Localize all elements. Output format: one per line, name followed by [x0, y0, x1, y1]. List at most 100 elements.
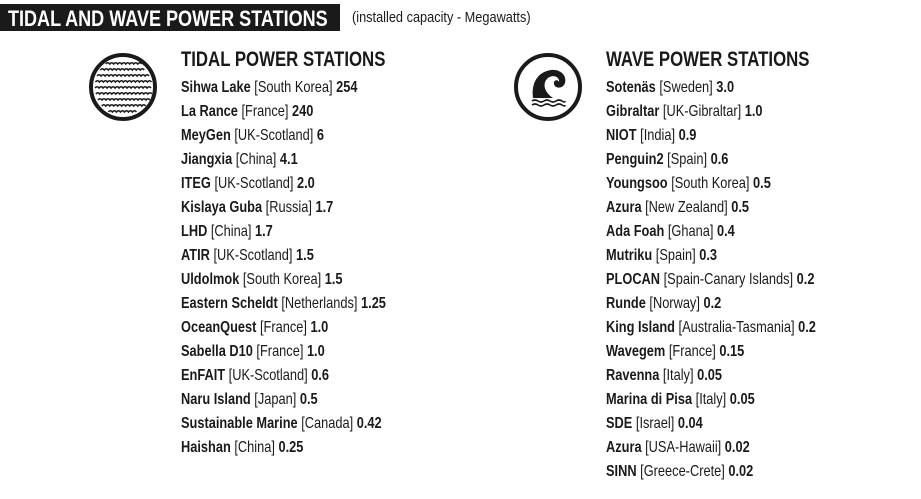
page-title: TIDAL AND WAVE POWER STATIONS — [8, 6, 328, 31]
station-country: [China] — [234, 439, 275, 456]
station-name: MeyGen — [181, 127, 231, 144]
station-capacity: 0.42 — [356, 415, 382, 432]
station-item: Runde [Norway] 0.2 — [606, 295, 721, 313]
station-capacity: 0.3 — [699, 247, 717, 264]
station-item: Ada Foah [Ghana] 0.4 — [606, 223, 735, 241]
station-item: Gibraltar [UK-Gibraltar] 1.0 — [606, 103, 763, 121]
station-capacity: 1.0 — [306, 343, 325, 360]
station-name: Ada Foah — [606, 223, 665, 240]
station-country: [Netherlands] — [281, 295, 358, 312]
station-item: Eastern Scheldt [Netherlands] 1.25 — [181, 295, 386, 313]
header-banner: TIDAL AND WAVE POWER STATIONS — [0, 4, 340, 31]
station-capacity: 240 — [291, 103, 314, 120]
station-name: PLOCAN — [606, 271, 661, 288]
station-name: Jiangxia — [181, 151, 233, 168]
station-capacity: 4.1 — [279, 151, 298, 168]
station-country: [France] — [668, 343, 716, 360]
station-item: Naru Island [Japan] 0.5 — [181, 391, 318, 409]
station-capacity: 3.0 — [716, 79, 735, 96]
station-item: Kislaya Guba [Russia] 1.7 — [181, 199, 333, 217]
station-item: PLOCAN [Spain-Canary Islands] 0.2 — [606, 271, 814, 289]
station-capacity: 0.02 — [728, 463, 754, 480]
station-country: [Sweden] — [659, 79, 713, 96]
station-item: Sustainable Marine [Canada] 0.42 — [181, 415, 382, 433]
station-item: OceanQuest [France] 1.0 — [181, 319, 328, 337]
station-item: LHD [China] 1.7 — [181, 223, 273, 241]
station-item: Penguin2 [Spain] 0.6 — [606, 151, 728, 169]
station-capacity: 254 — [336, 79, 358, 96]
station-name: Gibraltar — [606, 103, 660, 120]
station-country: [Israel] — [635, 415, 675, 432]
station-country: [Australia-Tasmania] — [678, 319, 795, 336]
station-capacity: 0.5 — [731, 199, 750, 216]
station-name: LHD — [181, 223, 208, 240]
station-country: [Spain] — [667, 151, 708, 168]
station-name: ITEG — [181, 175, 211, 192]
station-item: Ravenna [Italy] 0.05 — [606, 367, 722, 385]
station-country: [Ghana] — [667, 223, 714, 240]
station-item: Wavegem [France] 0.15 — [606, 343, 744, 361]
station-country: [France] — [256, 343, 304, 360]
station-item: Uldolmok [South Korea] 1.5 — [181, 271, 343, 289]
station-country: [South Korea] — [254, 79, 333, 96]
station-item: MeyGen [UK-Scotland] 6 — [181, 127, 324, 145]
station-capacity: 0.15 — [719, 343, 745, 360]
station-name: Sihwa Lake — [181, 79, 251, 96]
station-name: Uldolmok — [181, 271, 240, 288]
station-item: Marina di Pisa [Italy] 0.05 — [606, 391, 755, 409]
station-name: King Island — [606, 319, 675, 336]
station-name: OceanQuest — [181, 319, 257, 336]
station-name: Eastern Scheldt — [181, 295, 278, 312]
station-capacity: 0.6 — [311, 367, 329, 384]
station-country: [Canada] — [301, 415, 354, 432]
station-item: Azura [New Zealand] 0.5 — [606, 199, 749, 217]
station-item: ITEG [UK-Scotland] 2.0 — [181, 175, 315, 193]
station-capacity: 0.2 — [798, 319, 816, 336]
station-item: Jiangxia [China] 4.1 — [181, 151, 298, 169]
station-country: [UK-Scotland] — [213, 247, 293, 264]
station-name: Kislaya Guba — [181, 199, 263, 216]
station-country: [New Zealand] — [645, 199, 728, 216]
station-country: [South Korea] — [242, 271, 322, 288]
station-capacity: 6 — [316, 127, 325, 144]
station-name: ATIR — [181, 247, 210, 264]
station-capacity: 0.05 — [729, 391, 755, 408]
station-country: [Japan] — [254, 391, 297, 408]
station-item: SINN [Greece-Crete] 0.02 — [606, 463, 753, 481]
station-name: SINN — [606, 463, 637, 480]
station-country: [Russia] — [265, 199, 312, 216]
station-country: [China] — [235, 151, 277, 168]
station-name: Naru Island — [181, 391, 251, 408]
station-country: [France] — [259, 319, 307, 336]
station-capacity: 1.0 — [310, 319, 329, 336]
station-country: [Italy] — [662, 367, 694, 384]
station-name: La Rance — [181, 103, 238, 120]
station-item: Youngsoo [South Korea] 0.5 — [606, 175, 771, 193]
station-name: Ravenna — [606, 367, 660, 384]
station-name: Penguin2 — [606, 151, 664, 168]
station-country: [UK-Scotland] — [214, 175, 294, 192]
station-capacity: 0.4 — [716, 223, 735, 240]
station-capacity: 2.0 — [296, 175, 315, 192]
station-name: Azura — [606, 199, 642, 216]
station-item: Mutriku [Spain] 0.3 — [606, 247, 717, 265]
station-capacity: 1.7 — [255, 223, 273, 240]
station-capacity: 0.5 — [299, 391, 318, 408]
station-name: Azura — [606, 439, 642, 456]
station-capacity: 1.0 — [744, 103, 763, 120]
tidal-waves-icon — [89, 53, 157, 121]
station-name: Mutriku — [606, 247, 653, 264]
station-country: [Italy] — [695, 391, 727, 408]
station-capacity: 0.2 — [703, 295, 722, 312]
station-item: Haishan [China] 0.25 — [181, 439, 303, 457]
station-capacity: 0.6 — [710, 151, 729, 168]
station-country: [UK-Scotland] — [234, 127, 314, 144]
station-capacity: 1.7 — [315, 199, 334, 216]
station-country: [UK-Gibraltar] — [662, 103, 742, 120]
station-country: [India] — [640, 127, 676, 144]
station-capacity: 0.2 — [796, 271, 815, 288]
station-item: Sotenäs [Sweden] 3.0 — [606, 79, 734, 97]
station-capacity: 0.02 — [724, 439, 750, 456]
station-capacity: 0.04 — [677, 415, 703, 432]
station-item: SDE [Israel] 0.04 — [606, 415, 703, 433]
